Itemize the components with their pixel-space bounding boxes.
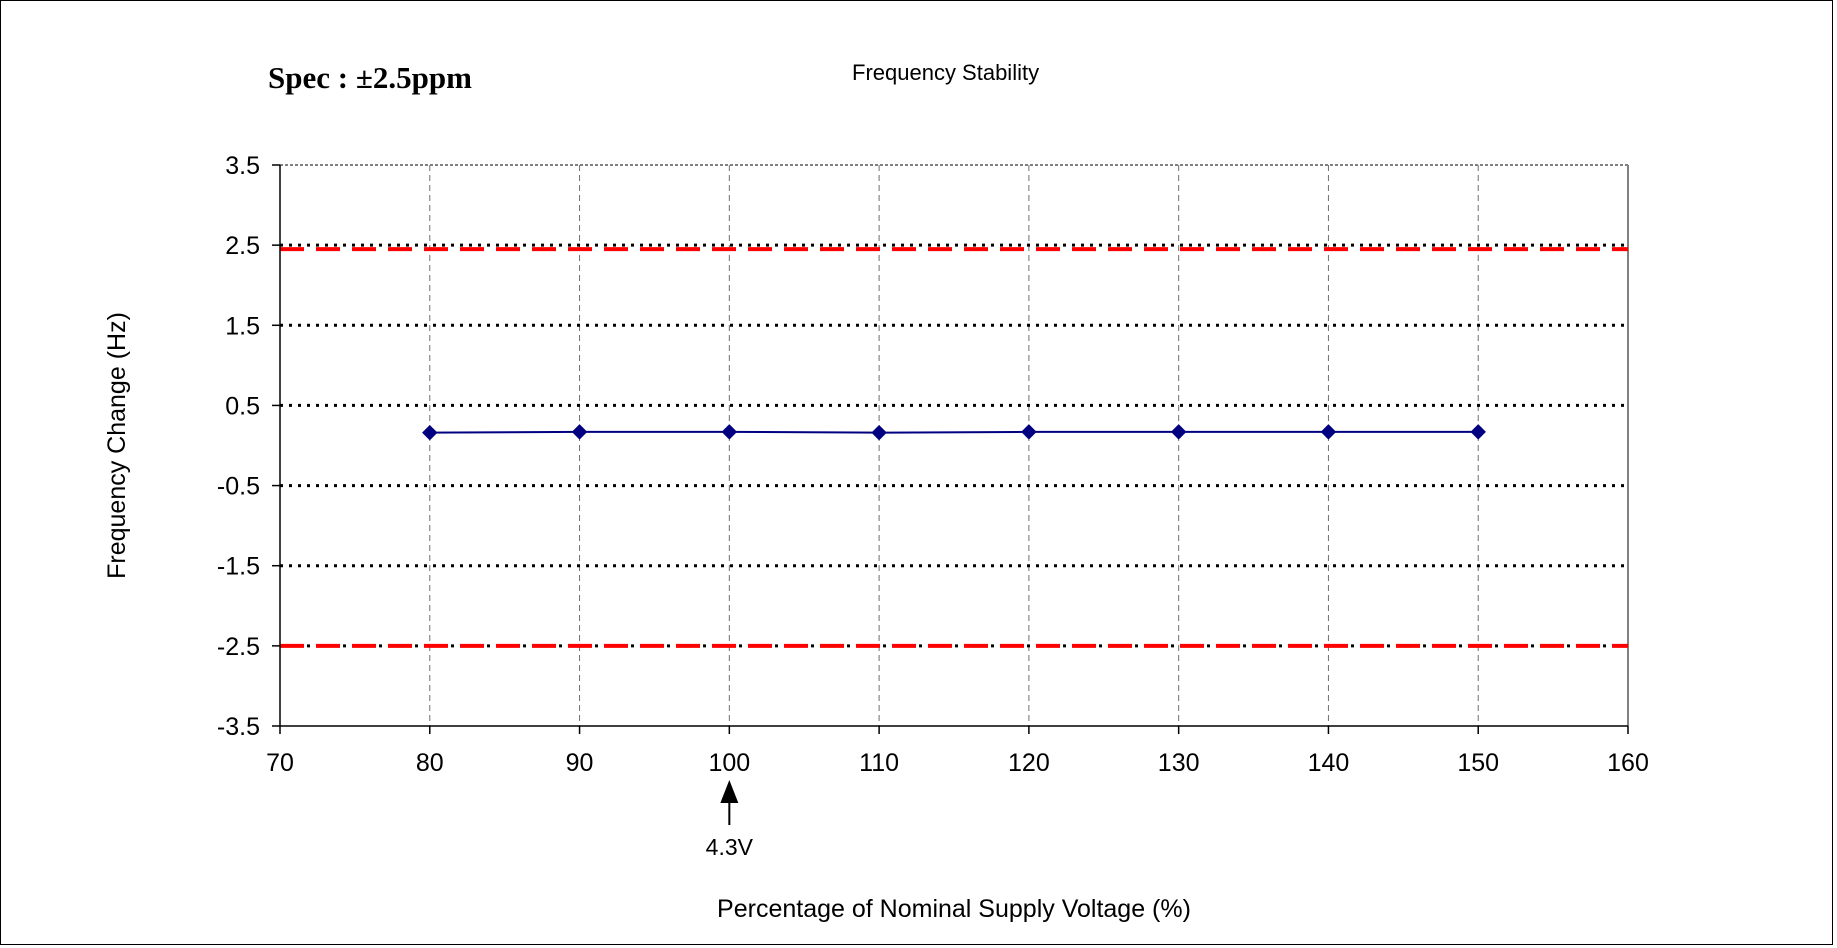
y-tick-label: 1.5 bbox=[225, 312, 260, 340]
x-tick-label: 150 bbox=[1457, 749, 1499, 777]
y-axis-label: Frequency Change (Hz) bbox=[103, 312, 131, 579]
chart-title: Frequency Stability bbox=[852, 60, 1040, 85]
x-tick-label: 80 bbox=[416, 749, 444, 777]
data-point bbox=[571, 424, 588, 440]
x-tick-label: 70 bbox=[266, 749, 294, 777]
y-tick-label: -1.5 bbox=[217, 553, 260, 581]
data-point bbox=[1170, 424, 1187, 440]
y-tick-label: -0.5 bbox=[217, 473, 260, 501]
data-point bbox=[721, 424, 738, 440]
x-tick-label: 100 bbox=[708, 749, 750, 777]
x-tick-label: 140 bbox=[1308, 749, 1350, 777]
data-point bbox=[422, 424, 438, 441]
plot-area bbox=[280, 165, 1628, 726]
y-tick-label: 0.5 bbox=[225, 392, 260, 420]
x-tick-label: 90 bbox=[566, 749, 594, 777]
annotation-label: 4.3V bbox=[706, 834, 754, 860]
data-point bbox=[1021, 424, 1037, 440]
y-tick-label: 3.5 bbox=[225, 152, 260, 180]
data-point bbox=[1470, 424, 1486, 440]
series-line bbox=[429, 430, 1479, 434]
x-axis-label: Percentage of Nominal Supply Voltage (%) bbox=[717, 895, 1191, 923]
y-tick-label: -2.5 bbox=[217, 633, 260, 661]
y-tick-label: 2.5 bbox=[225, 232, 260, 260]
x-tick-label: 120 bbox=[1008, 749, 1050, 777]
data-point bbox=[1320, 424, 1337, 440]
x-tick-label: 130 bbox=[1158, 749, 1200, 777]
data-point bbox=[871, 424, 887, 441]
annotation-arrow-head bbox=[720, 780, 739, 803]
spec-label: Spec : ±2.5ppm bbox=[268, 60, 472, 95]
x-tick-label: 160 bbox=[1607, 749, 1649, 777]
y-tick-label: -3.5 bbox=[217, 713, 260, 741]
x-tick-label: 110 bbox=[859, 749, 899, 777]
